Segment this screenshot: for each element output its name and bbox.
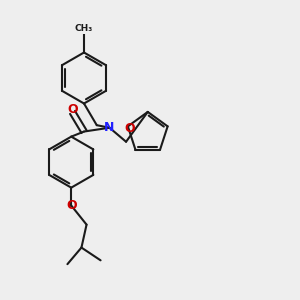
Text: O: O — [66, 199, 76, 212]
Text: O: O — [67, 103, 78, 116]
Text: N: N — [104, 121, 115, 134]
Text: O: O — [124, 122, 135, 135]
Text: CH₃: CH₃ — [75, 24, 93, 33]
